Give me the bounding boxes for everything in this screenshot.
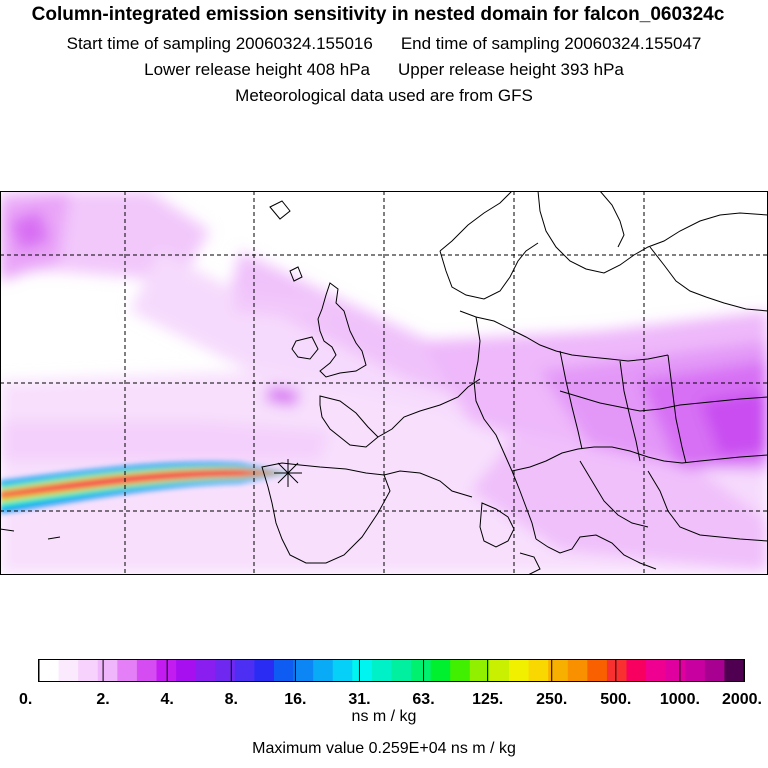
colorbar-cell [587,660,608,681]
colorbar-cell [528,660,549,681]
colorbar-cell [411,660,432,681]
start-time-label: Start time of sampling 20060324.155016 [66,34,373,53]
colorbar-cell [606,660,628,681]
colorbar-cell [724,660,745,681]
colorbar-tick-label: 0. [19,691,32,706]
max-value-label: Maximum value 0.259E+04 ns m / kg [252,740,516,757]
colorbar-cell [509,660,530,681]
colorbar: 0. 2. 4. 8. 16. 31. 63. 125. 250. 500. 1000. 2000. [19,659,762,706]
colorbar-cell [469,660,491,681]
sampling-times: Start time of sampling 20060324.155016 En… [0,34,768,54]
colorbar-cell [567,660,588,681]
colorbar-cell [391,660,412,681]
colorbar-cell [293,660,314,681]
colorbar-units: ns m / kg [351,708,417,725]
release-heights: Lower release height 408 hPa Upper releas… [0,60,768,80]
colorbar-tick-label: 500. [600,691,631,706]
colorbar-cell [254,660,275,681]
colorbar-cell [704,660,726,681]
release-marker [274,459,302,487]
colorbar-cell [450,660,471,681]
colorbar-cell [332,660,353,681]
colorbar-cell [352,660,373,681]
colorbar-tick-label: 250. [536,691,567,706]
colorbar-cell [274,660,295,681]
colorbar-cell [646,660,667,681]
colorbar-labels: 0. 2. 4. 8. 16. 31. 63. 125. 250. 500. 1000. 2000. [19,691,762,706]
coastlines [0,191,768,575]
colorbar-cell [156,660,177,681]
plot-title: Column-integrated emission sensitivity i… [31,4,725,25]
lower-release-label: Lower release height 408 hPa [144,60,370,79]
colorbar-cell [665,660,686,681]
plume [0,462,290,513]
colorbar-cell [313,660,334,681]
colorbar-cell [97,660,118,681]
colorbar-cell [685,660,706,681]
grid-lines [0,191,768,575]
colorbar-ticks [38,660,745,681]
colorbar-tick-label: 2000. [722,691,762,706]
upper-release-label: Upper release height 393 hPa [398,60,624,79]
colorbar-tick-label: 8. [225,691,238,706]
colorbar-cell [176,660,197,681]
end-time-label: End time of sampling 20060324.155047 [400,34,702,53]
colorbar-tick-label: 1000. [660,691,700,706]
colorbar-cell [234,660,256,681]
colorbar-cell [548,660,569,681]
sensitivity-field [0,191,768,575]
colorbar-cell [215,660,236,681]
colorbar-tick-label: 4. [161,691,174,706]
sensitivity-map [0,191,768,575]
colorbar-cell [195,660,216,681]
colorbar-cell [117,660,138,681]
colorbar-tick-label: 16. [284,691,306,706]
colorbar-cell [58,660,79,681]
colorbar-tick-label: 63. [412,691,434,706]
colorbar-cell [371,660,393,681]
colorbar-tick-label: 31. [348,691,370,706]
colorbar-cell [39,660,60,681]
colorbar-tick-label: 125. [472,691,503,706]
colorbar-cells [39,660,745,681]
colorbar-cell [626,660,647,681]
colorbar-tick-label: 2. [96,691,109,706]
colorbar-cell [430,660,451,681]
colorbar-cell [78,660,99,681]
colorbar-cell [136,660,158,681]
colorbar-cell [489,660,510,681]
met-data-label: Meteorological data used are from GFS [235,86,533,105]
